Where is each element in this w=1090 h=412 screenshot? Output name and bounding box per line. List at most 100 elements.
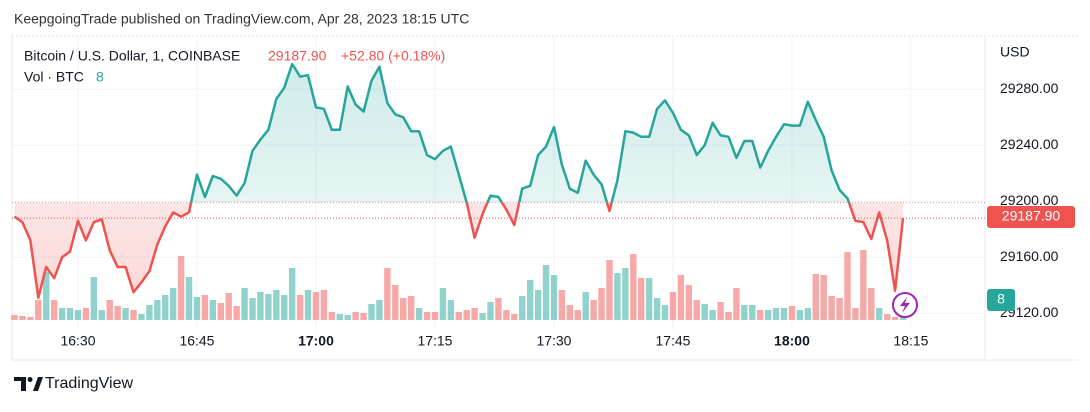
price-area (14, 64, 903, 298)
x-tick-label: 17:45 (655, 333, 690, 349)
volume-bar (257, 292, 264, 320)
area-up (14, 64, 903, 203)
volume-bar (249, 298, 256, 320)
volume-bar (352, 312, 359, 320)
volume-bar (661, 305, 669, 320)
volume-bar (495, 298, 502, 320)
volume-bar (423, 312, 431, 320)
volume-bar (574, 310, 581, 320)
volume-bar (50, 300, 58, 320)
volume-bar (677, 275, 685, 320)
volume-bar (114, 306, 121, 320)
volume-bar (844, 252, 851, 320)
volume-bar (622, 268, 629, 320)
x-tick-label: 18:00 (774, 333, 810, 349)
volume-bar (550, 275, 558, 320)
volume-bars (11, 250, 907, 320)
volume-bar (511, 314, 518, 320)
volume-bar (876, 308, 883, 320)
volume-bar (312, 292, 320, 320)
volume-bar (296, 295, 304, 320)
volume-bar (463, 310, 470, 320)
volume-bar (98, 310, 105, 320)
symbol-title: Bitcoin / U.S. Dollar, 1, COINBASE (24, 48, 240, 64)
volume-tag-label: 8 (997, 291, 1005, 307)
volume-bar (360, 313, 367, 320)
volume-bar (891, 317, 899, 320)
last-price: 29187.90 (268, 48, 327, 64)
lightning-icon[interactable] (892, 292, 918, 318)
volume-bar (899, 316, 907, 320)
volume-bar (265, 294, 272, 320)
volume-bar (74, 310, 82, 320)
volume-bar (209, 300, 217, 320)
volume-bar (645, 278, 653, 320)
x-tick-label: 17:00 (298, 333, 334, 349)
volume-bar (828, 296, 835, 320)
volume-bar (638, 278, 645, 320)
volume-bar (27, 317, 34, 320)
volume-bar (376, 300, 383, 320)
volume-bar (336, 314, 343, 320)
grid (12, 36, 985, 330)
volume-bar (883, 314, 891, 320)
volume-bar (455, 312, 462, 320)
volume-bar (344, 315, 351, 320)
volume-bar (185, 277, 193, 320)
publisher-header: KeepgoingTrade published on TradingView.… (14, 11, 469, 27)
volume-bar (439, 288, 447, 320)
volume-bar (415, 308, 423, 320)
volume-bar (725, 312, 732, 320)
volume-bar (804, 308, 812, 320)
volume-bar (328, 312, 336, 320)
volume-bar (122, 308, 129, 320)
price-tag (987, 206, 1075, 228)
volume-tag (987, 289, 1015, 311)
volume-bar (630, 254, 637, 320)
x-tick-label: 17:30 (536, 333, 571, 349)
volume-bar (868, 288, 875, 320)
x-tick-label: 17:15 (417, 333, 452, 349)
volume-bar (281, 295, 288, 320)
volume-bar (780, 308, 788, 320)
volume-bar (788, 306, 796, 320)
volume-bar (154, 300, 161, 320)
tradingview-logo[interactable]: TradingView (14, 375, 133, 392)
volume-bar (19, 316, 26, 320)
volume-bar (58, 308, 66, 320)
line-up (189, 62, 851, 203)
volume-bar (534, 290, 542, 320)
volume-bar (273, 290, 280, 320)
currency-label: USD (1000, 44, 1030, 60)
y-tick-label: 29160.00 (1000, 248, 1059, 264)
volume-bar (66, 308, 74, 320)
volume-bar (709, 310, 716, 320)
price-change: +52.80 (+0.18%) (341, 48, 445, 64)
volume-bar (82, 308, 90, 320)
volume-bar (669, 292, 677, 320)
volume-bar (836, 298, 843, 320)
volume-bar (106, 300, 113, 320)
volume-bar (368, 304, 375, 320)
volume-bar (384, 268, 391, 320)
volume-bar (225, 293, 232, 320)
price-tag-label: 29187.90 (1002, 208, 1061, 224)
volume-bar (11, 315, 18, 320)
volume-bar (685, 285, 693, 320)
volume-bar (519, 296, 526, 320)
x-tick-label: 18:15 (893, 333, 928, 349)
volume-bar (35, 300, 42, 320)
volume-bar (193, 297, 201, 320)
volume-bar (162, 295, 169, 320)
volume-bar (812, 274, 819, 320)
volume-bar (860, 250, 867, 320)
y-tick-label: 29280.00 (1000, 80, 1059, 96)
volume-bar (526, 280, 534, 320)
volume-bar (138, 314, 145, 320)
volume-bar (304, 290, 312, 320)
volume-bar (177, 256, 185, 320)
volume-bar (772, 308, 780, 320)
volume-bar (392, 285, 399, 320)
